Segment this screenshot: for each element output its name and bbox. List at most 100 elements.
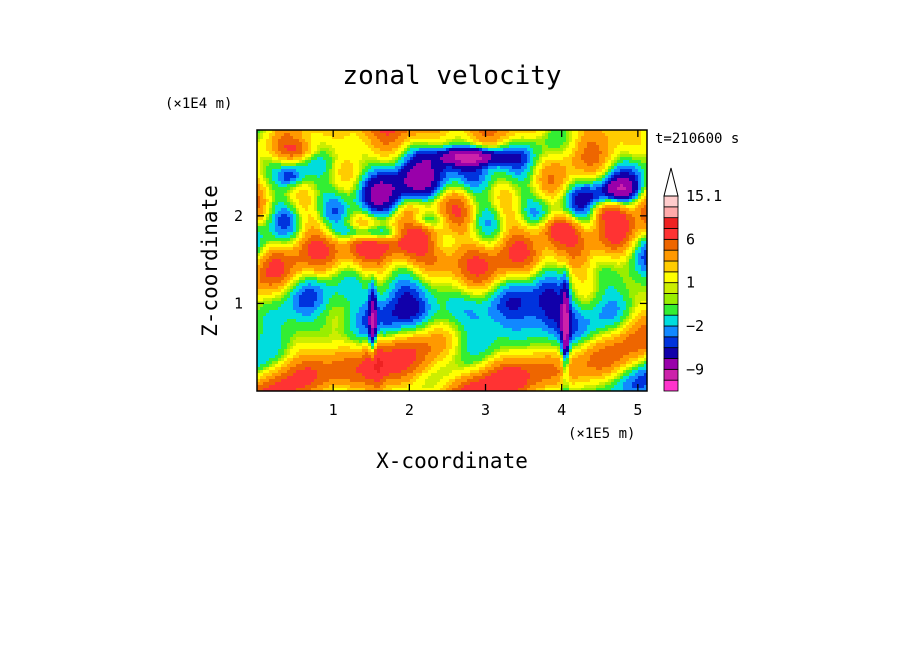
field-cell — [563, 157, 567, 161]
field-cell — [557, 241, 561, 245]
field-cell — [521, 190, 525, 194]
field-cell — [635, 166, 639, 170]
field-cell — [290, 166, 294, 170]
field-cell — [314, 163, 318, 167]
field-cell — [554, 202, 558, 206]
field-cell — [590, 178, 594, 182]
field-cell — [611, 241, 615, 245]
field-cell — [395, 160, 399, 164]
field-cell — [524, 241, 528, 245]
field-cell — [473, 187, 477, 191]
field-cell — [350, 202, 354, 206]
field-cell — [275, 130, 279, 134]
field-cell — [455, 190, 459, 194]
field-cell — [449, 136, 453, 140]
field-cell — [563, 178, 567, 182]
field-cell — [392, 175, 396, 179]
field-cell — [323, 241, 327, 245]
field-cell — [578, 229, 582, 233]
field-cell — [587, 199, 591, 203]
field-cell — [260, 205, 264, 209]
field-cell — [494, 172, 498, 176]
field-cell — [500, 220, 504, 224]
field-cell — [428, 163, 432, 167]
field-cell — [326, 214, 330, 218]
field-cell — [272, 244, 276, 248]
field-cell — [329, 199, 333, 203]
field-cell — [341, 163, 345, 167]
field-cell — [641, 235, 645, 239]
field-cell — [311, 175, 315, 179]
field-cell — [416, 136, 420, 140]
field-cell — [641, 226, 645, 230]
field-cell — [278, 160, 282, 164]
field-cell — [299, 130, 303, 134]
field-cell — [572, 130, 576, 134]
field-cell — [530, 139, 534, 143]
field-cell — [560, 145, 564, 149]
field-cell — [446, 208, 450, 212]
field-cell — [266, 214, 270, 218]
field-cell — [269, 136, 273, 140]
field-cell — [314, 238, 318, 242]
field-cell — [272, 166, 276, 170]
field-cell — [449, 184, 453, 188]
field-cell — [398, 226, 402, 230]
field-cell — [437, 151, 441, 155]
field-cell — [569, 241, 573, 245]
field-cell — [512, 154, 516, 158]
field-cell — [479, 148, 483, 152]
field-cell — [620, 232, 624, 236]
field-cell — [431, 202, 435, 206]
field-cell — [569, 232, 573, 236]
field-cell — [464, 160, 468, 164]
field-cell — [548, 199, 552, 203]
field-cell — [260, 232, 264, 236]
field-cell — [299, 160, 303, 164]
field-cell — [299, 163, 303, 167]
field-cell — [332, 238, 336, 242]
field-cell — [626, 157, 630, 161]
field-cell — [434, 193, 438, 197]
field-cell — [584, 169, 588, 173]
field-cell — [410, 175, 414, 179]
field-cell — [584, 190, 588, 194]
field-cell — [431, 148, 435, 152]
field-cell — [425, 223, 429, 227]
field-cell — [506, 205, 510, 209]
field-cell — [377, 154, 381, 158]
field-cell — [278, 157, 282, 161]
field-cell — [563, 217, 567, 221]
field-cell — [320, 163, 324, 167]
field-cell — [515, 166, 519, 170]
field-cell — [581, 166, 585, 170]
field-cell — [530, 148, 534, 152]
field-cell — [485, 235, 489, 239]
field-cell — [482, 136, 486, 140]
field-cell — [371, 241, 375, 245]
field-cell — [266, 226, 270, 230]
field-cell — [341, 142, 345, 146]
field-cell — [614, 151, 618, 155]
field-cell — [518, 238, 522, 242]
field-cell — [470, 130, 474, 134]
field-cell — [302, 136, 306, 140]
field-cell — [413, 205, 417, 209]
field-cell — [596, 130, 600, 134]
field-cell — [404, 175, 408, 179]
field-cell — [593, 169, 597, 173]
field-cell — [608, 142, 612, 146]
field-cell — [575, 226, 579, 230]
field-cell — [506, 190, 510, 194]
field-cell — [521, 205, 525, 209]
field-cell — [467, 166, 471, 170]
field-cell — [389, 205, 393, 209]
field-cell — [305, 226, 309, 230]
field-cell — [572, 142, 576, 146]
field-cell — [440, 223, 444, 227]
field-cell — [473, 214, 477, 218]
field-cell — [500, 163, 504, 167]
field-cell — [509, 139, 513, 143]
field-cell — [368, 244, 372, 248]
field-cell — [341, 202, 345, 206]
